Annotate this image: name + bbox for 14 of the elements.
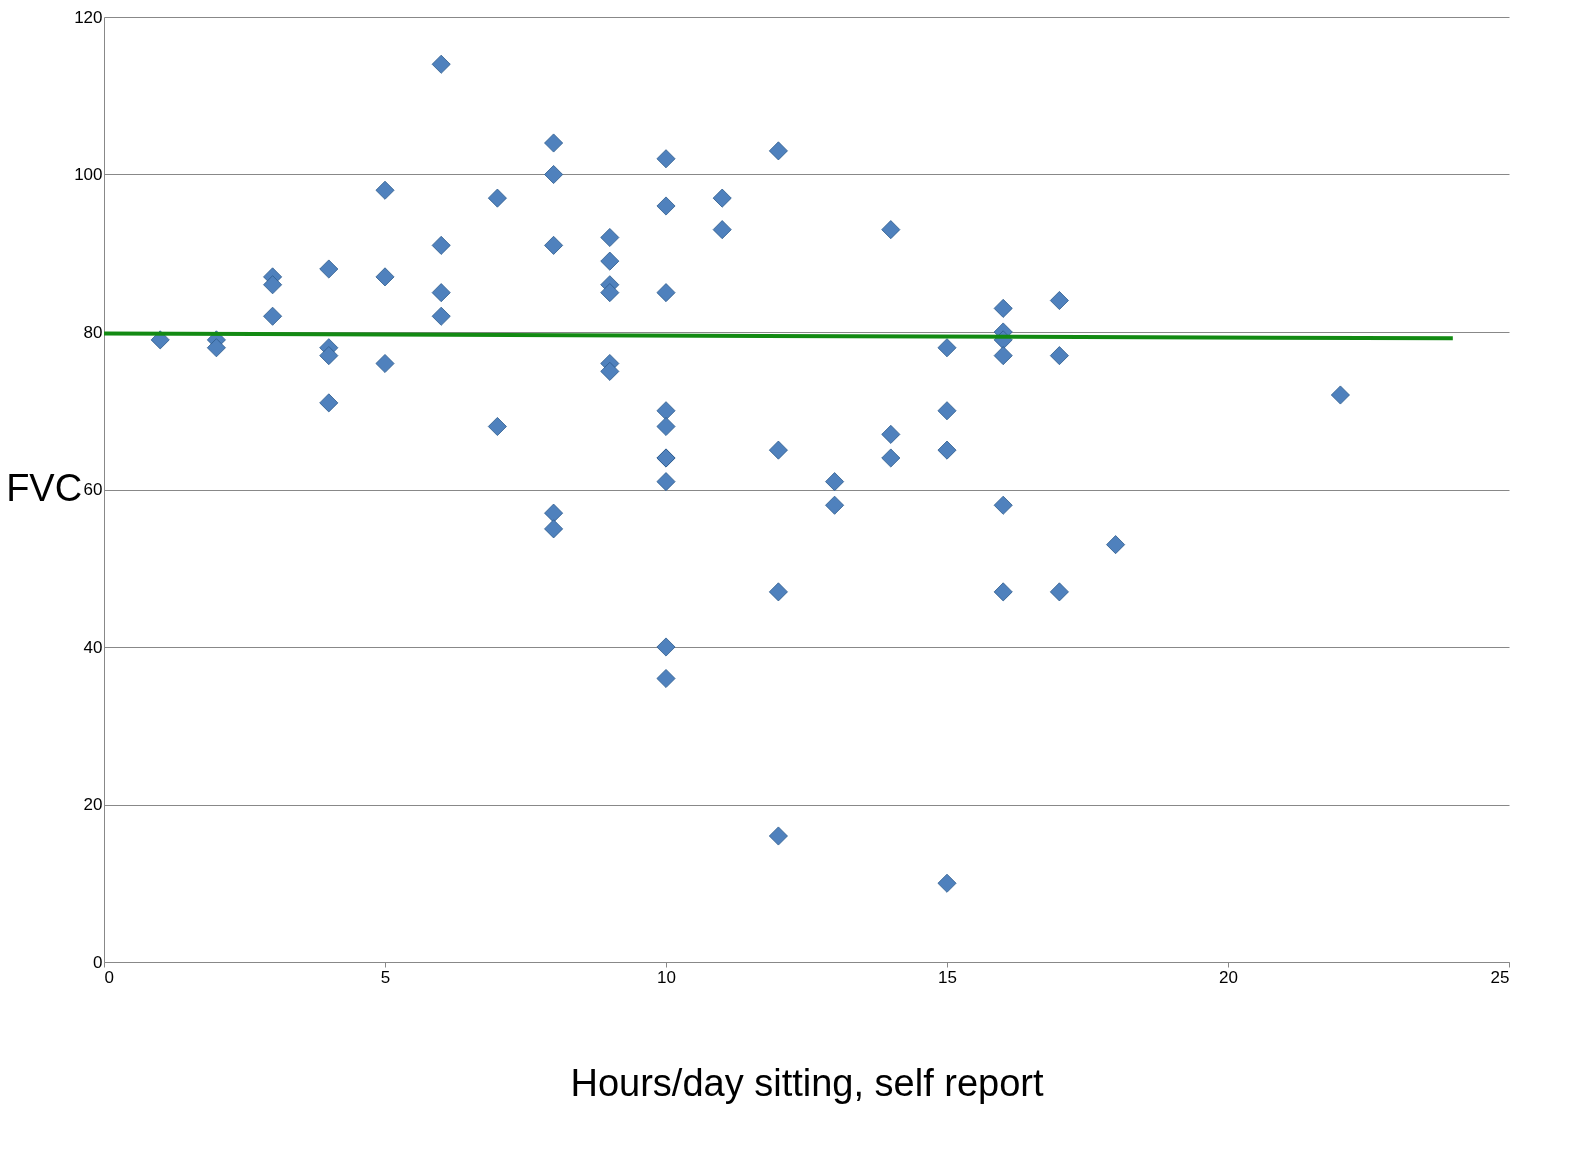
- x-tick-label: 10: [657, 967, 676, 987]
- y-tick-label: 120: [74, 7, 103, 27]
- y-tick-label: 80: [83, 322, 103, 342]
- x-tick-label: 20: [1219, 967, 1238, 987]
- x-tick-label: 25: [1490, 967, 1510, 987]
- y-tick-label: 60: [83, 480, 103, 499]
- y-tick-label: 40: [83, 637, 103, 657]
- x-tick-label: 15: [938, 967, 957, 987]
- x-tick-label: 5: [380, 967, 391, 987]
- y-tick-label: 100: [74, 165, 103, 184]
- y-axis-title: FVC: [6, 467, 83, 509]
- x-axis-title: Hours/day sitting, self report: [570, 1061, 1044, 1104]
- y-tick-label: 0: [93, 952, 103, 972]
- y-tick-label: 20: [83, 795, 103, 814]
